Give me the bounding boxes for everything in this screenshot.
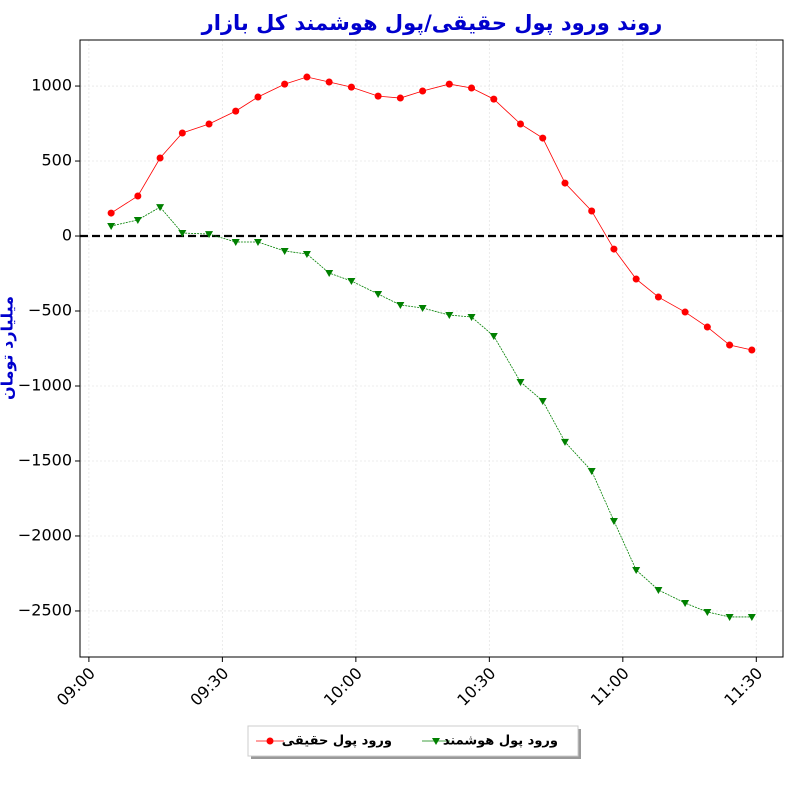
data-point [726, 341, 734, 349]
data-point [445, 312, 454, 320]
data-point [703, 323, 711, 331]
data-point [231, 239, 240, 247]
data-point [632, 275, 640, 283]
data-point [703, 609, 712, 617]
data-point [467, 314, 476, 322]
y-tick-label: 1000 [31, 76, 72, 95]
data-point [539, 134, 547, 142]
data-point [725, 613, 734, 621]
data-point [588, 207, 596, 215]
data-point [205, 231, 214, 239]
data-point [560, 438, 569, 446]
data-point [516, 120, 524, 128]
legend-marker [266, 737, 274, 745]
y-tick-label: −500 [28, 301, 72, 320]
data-point [419, 87, 427, 95]
y-axis-label: میلیارد تومان [0, 296, 17, 400]
data-point [561, 179, 569, 187]
y-tick-label: −2500 [18, 600, 72, 619]
y-tick-label: −1000 [18, 375, 72, 394]
data-point [489, 333, 498, 341]
data-point [156, 204, 165, 212]
data-line [110, 76, 752, 351]
data-point [396, 94, 404, 102]
data-point [654, 586, 663, 594]
data-point [445, 80, 453, 88]
data-point [254, 93, 262, 101]
data-point [681, 600, 690, 608]
data-point [347, 278, 356, 286]
data-point [538, 397, 547, 405]
data-point [107, 209, 115, 217]
x-tick-label: 11:30 [720, 664, 766, 710]
data-point [281, 80, 289, 88]
data-point [133, 216, 142, 224]
data-point [681, 308, 689, 316]
legend [247, 725, 579, 757]
data-point [374, 291, 383, 299]
data-point [253, 239, 262, 247]
data-point [396, 302, 405, 310]
data-point [134, 192, 142, 200]
data-point [303, 73, 311, 81]
legend-label: ورود پول حقیقی [282, 734, 392, 749]
data-point [325, 270, 334, 278]
legend-marker [432, 738, 440, 745]
data-point [178, 129, 186, 137]
data-point [280, 248, 289, 256]
y-tick-label: 500 [41, 151, 72, 170]
x-tick-label: 09:00 [53, 664, 99, 710]
data-point [468, 84, 476, 92]
x-tick-label: 10:00 [320, 664, 366, 710]
data-line [111, 206, 752, 618]
y-tick-label: 0 [62, 226, 72, 245]
data-point [632, 567, 641, 575]
data-point [232, 107, 240, 115]
plot-frame [79, 39, 784, 658]
data-point [107, 222, 116, 230]
data-point [747, 613, 756, 621]
x-tick-label: 09:30 [186, 664, 232, 710]
y-tick-label: −1500 [18, 450, 72, 469]
data-point [748, 346, 756, 354]
data-point [178, 230, 187, 238]
chart-title: روند ورود پول حقیقی/پول هوشمند کل بازار [201, 11, 663, 35]
data-point [490, 95, 498, 103]
data-point [156, 154, 164, 162]
data-point [516, 378, 525, 386]
data-point [609, 517, 618, 525]
legend-label: ورود پول هوشمند [443, 734, 558, 749]
data-point [302, 251, 311, 259]
y-tick-label: −2000 [18, 525, 72, 544]
data-point [347, 83, 355, 91]
data-point [587, 468, 596, 476]
data-point [418, 305, 427, 313]
x-tick-label: 10:30 [453, 664, 499, 710]
data-point [654, 293, 662, 301]
data-point [205, 120, 213, 128]
data-point [610, 245, 618, 253]
data-point [325, 78, 333, 86]
x-tick-label: 11:00 [587, 664, 633, 710]
data-point [374, 92, 382, 100]
